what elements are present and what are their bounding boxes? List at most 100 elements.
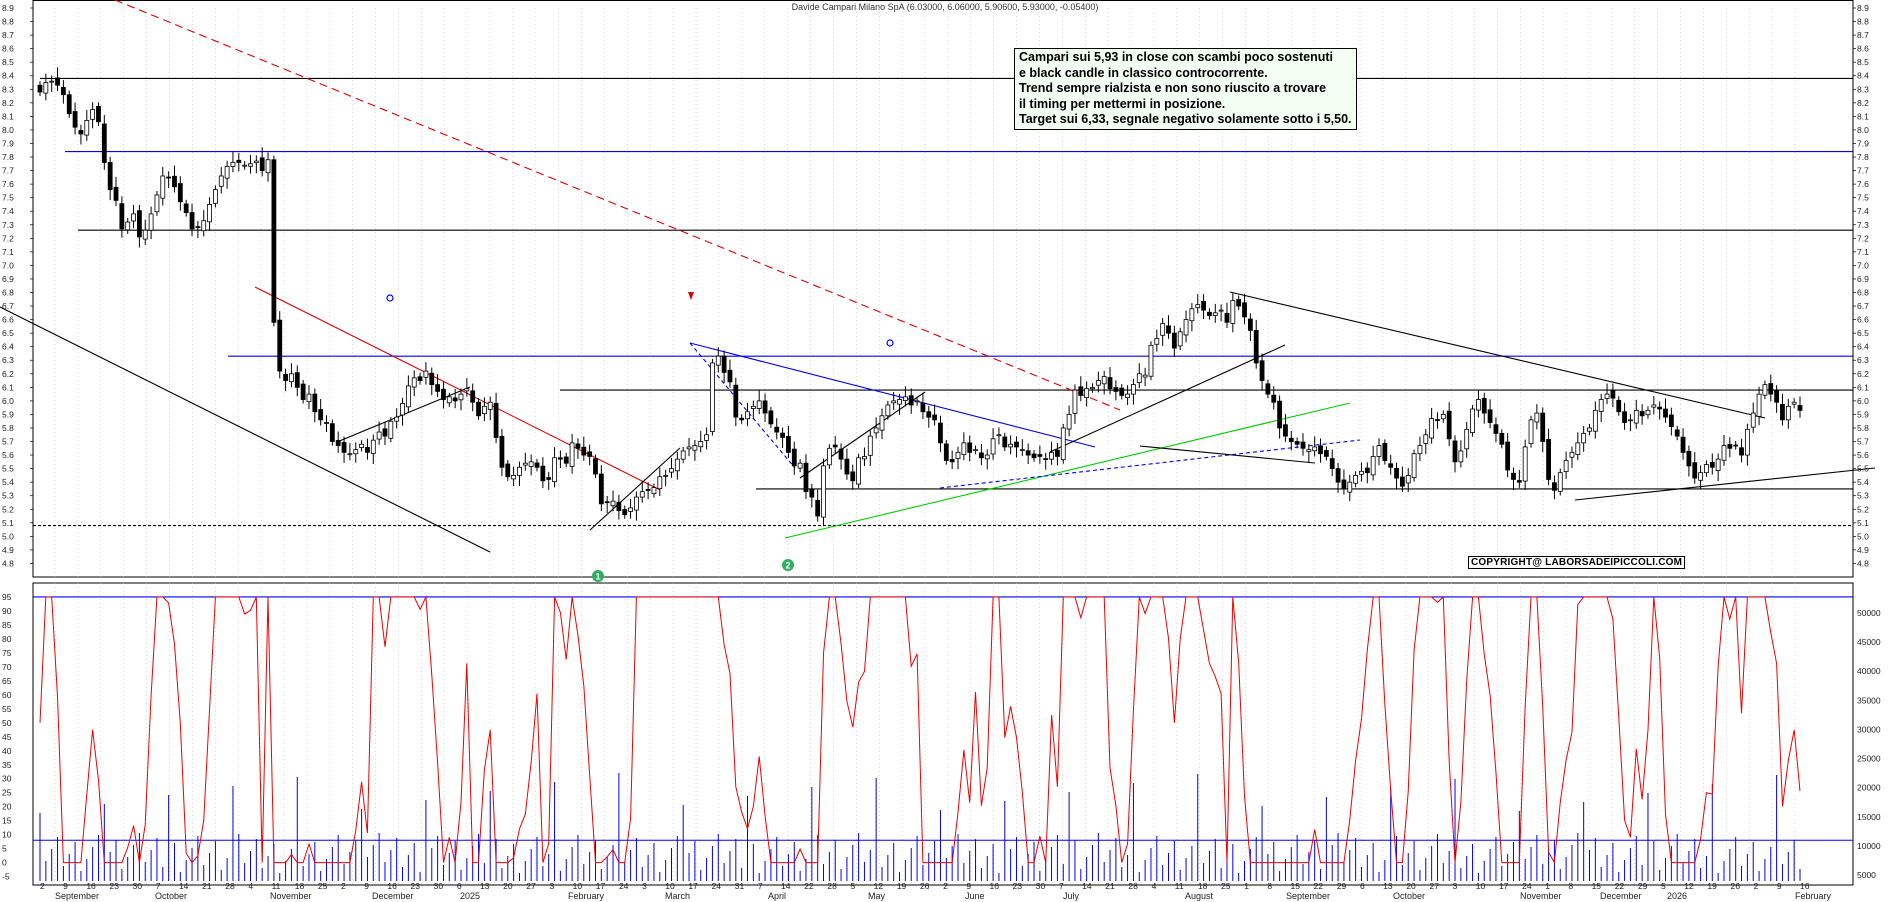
candle-down [1318, 445, 1323, 455]
candle-up [242, 164, 248, 167]
x-month-label: May [868, 891, 886, 901]
candle-down [832, 444, 838, 448]
panel2-left-tick: 95 [2, 592, 12, 602]
candle-up [984, 454, 990, 460]
trend-line [1139, 445, 1316, 464]
y-tick-label-left: 5.1 [2, 518, 14, 528]
copyright-label: COPYRIGHT@ LABORSADEIPICCOLI.COM [1468, 556, 1686, 569]
x-day-label: 9 [966, 881, 971, 891]
candle-up [1633, 409, 1639, 424]
candle-up [306, 393, 312, 403]
time-axis: 2 9 16 23 30 7 14 21 28 4 11 18 25 2 9 16 23 30 6 13 20 27 3 10… [40, 881, 1832, 901]
trend-lines [0, 0, 1876, 553]
candle-up [996, 434, 1002, 437]
candle-down [809, 489, 815, 498]
candle-down [1025, 450, 1031, 456]
x-day-label: 16 [86, 881, 96, 891]
y-tick-label-right: 7.2 [1857, 233, 1869, 243]
candle-down [1674, 429, 1680, 437]
x-day-label: 18 [1198, 881, 1208, 891]
candle-down [1259, 360, 1265, 381]
oscillator-panel: 95908580757065605550454035302520151050-5… [2, 592, 1881, 882]
y-tick-label-right: 7.4 [1857, 206, 1869, 216]
candle-up [511, 474, 517, 480]
candle-up [552, 457, 557, 483]
x-day-label: 15 [1592, 881, 1602, 891]
y-tick-label-left: 5.9 [2, 409, 14, 419]
x-day-label: 25 [318, 881, 328, 891]
candle-down [534, 462, 540, 468]
note-line: Target sui 6,33, segnale negativo solame… [1019, 112, 1352, 126]
candle-up [481, 405, 487, 415]
y-tick-label-left: 8.1 [2, 111, 14, 121]
trend-line [1574, 467, 1876, 501]
y-tick-label-left: 7.4 [2, 206, 14, 216]
y-tick-label-left: 8.8 [2, 17, 14, 27]
y-tick-label-right: 5.3 [1857, 491, 1869, 501]
x-day-label: 7 [1059, 881, 1064, 891]
panel2-right-tick: 35000 [1857, 695, 1881, 705]
candle-up [797, 462, 803, 469]
x-day-label: 27 [526, 881, 536, 891]
candle-down [1452, 440, 1458, 463]
candle-down [1300, 441, 1306, 449]
x-day-label: 29 [1638, 881, 1648, 891]
candle-down [1242, 302, 1247, 318]
candle-down [645, 489, 651, 491]
y-tick-label-right: 5.5 [1857, 464, 1869, 474]
candle-up [961, 442, 967, 455]
candle-down [470, 390, 476, 403]
candle-down [300, 383, 306, 400]
y-tick-label-right: 7.3 [1857, 220, 1869, 230]
candle-down [1014, 441, 1019, 448]
candle-down [1493, 424, 1499, 434]
x-day-label: 24 [1522, 881, 1532, 891]
candle-up [388, 420, 394, 439]
candle-down [949, 459, 955, 463]
x-month-label: October [155, 891, 187, 901]
candle-down [329, 423, 335, 442]
wave-marker [592, 570, 604, 582]
x-day-label: 13 [1383, 881, 1393, 891]
panel2-left-tick: 50 [2, 718, 12, 728]
candle-up [1429, 418, 1435, 439]
x-day-label: 2 [40, 881, 45, 891]
trend-line [0, 306, 491, 553]
y-tick-label-right: 5.4 [1857, 477, 1869, 487]
candle-up [1066, 414, 1072, 430]
candle-up [400, 403, 405, 416]
candle-up [517, 466, 522, 476]
trend-line [784, 402, 1351, 539]
y-tick-label-right: 8.8 [1857, 17, 1869, 27]
candle-down [844, 458, 850, 475]
candle-down [587, 451, 593, 457]
candle-down [294, 372, 300, 388]
candle-up [324, 422, 329, 424]
candle-down [1610, 390, 1616, 399]
candle-down [1271, 394, 1277, 403]
candle-down [37, 84, 43, 93]
candle-down [55, 77, 60, 86]
x-day-label: 11 [272, 881, 281, 891]
y-tick-label-left: 5.6 [2, 450, 14, 460]
candle-up [265, 159, 271, 174]
y-tick-label-left: 5.7 [2, 437, 14, 447]
candle-up [253, 160, 259, 164]
candle-down [762, 400, 768, 414]
candle-down [593, 458, 598, 475]
candle-down [540, 465, 546, 482]
y-tick-label-left: 5.5 [2, 464, 14, 474]
candle-up [1019, 449, 1025, 452]
panel2-left-tick: 60 [2, 690, 12, 700]
y-tick-label-right: 6.4 [1857, 342, 1869, 352]
horizontal-levels [33, 77, 1853, 527]
y-tick-label-right: 8.6 [1857, 44, 1869, 54]
y-tick-label-left: 8.3 [2, 84, 14, 94]
candle-down [1283, 424, 1288, 437]
y-tick-label-left: 8.2 [2, 98, 14, 108]
candle-down [172, 175, 177, 188]
x-day-label: 6 [457, 881, 462, 891]
candle-down [1078, 386, 1084, 396]
candle-down [1739, 447, 1744, 456]
